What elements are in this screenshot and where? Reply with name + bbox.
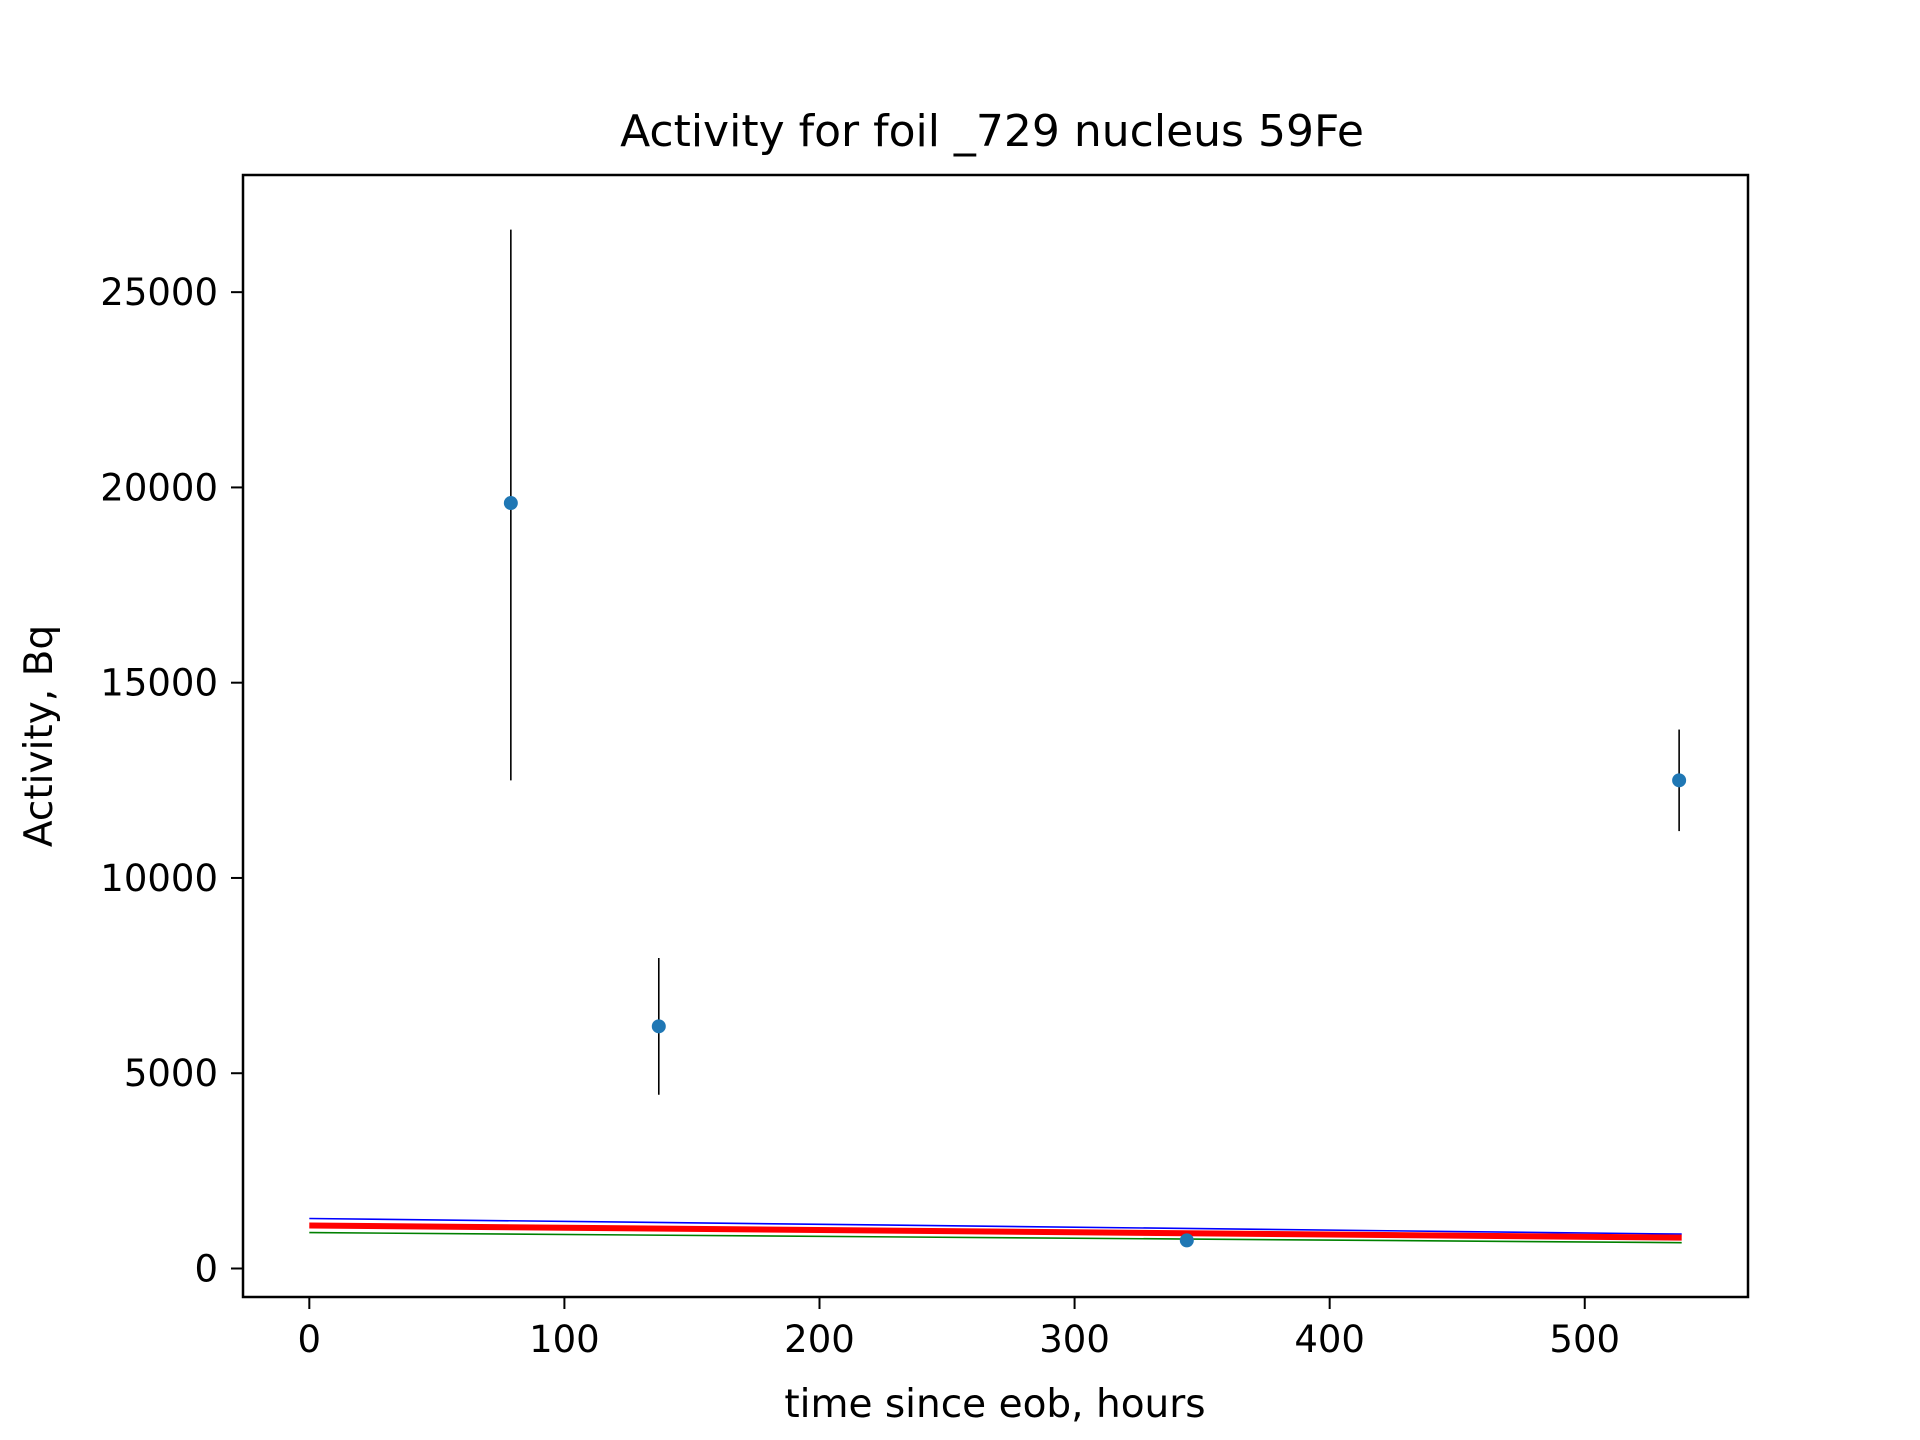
x-tick-label: 500 (1549, 1318, 1620, 1361)
y-tick-label: 15000 (100, 662, 218, 705)
x-axis-label: time since eob, hours (784, 1382, 1205, 1427)
y-axis: 0 5000 10000 15000 20000 25000 (100, 271, 243, 1290)
data-point-4 (1672, 773, 1687, 788)
y-tick-label: 0 (194, 1247, 218, 1290)
x-axis: 0 100 200 300 400 500 (298, 1297, 1620, 1361)
y-tick-label: 20000 (100, 466, 218, 509)
data-point-2 (651, 1019, 666, 1034)
chart-title: Activity for foil _729 nucleus 59Fe (620, 106, 1364, 157)
x-tick-label: 100 (529, 1318, 600, 1361)
plot-area (309, 229, 1687, 1248)
fit-line-1 (309, 1217, 1682, 1235)
data-point-3 (1179, 1233, 1194, 1248)
x-tick-label: 0 (298, 1318, 322, 1361)
x-tick-label: 400 (1294, 1318, 1365, 1361)
x-tick-label: 200 (784, 1318, 855, 1361)
fit-line-2 (309, 1222, 1682, 1241)
data-point-1 (503, 496, 518, 511)
plot-frame (241, 173, 1750, 1299)
y-tick-label: 25000 (100, 271, 218, 314)
y-axis-label: Activity, Bq (17, 625, 62, 847)
x-tick-label: 300 (1039, 1318, 1110, 1361)
fit-line-3 (309, 1231, 1682, 1244)
y-tick-label: 5000 (124, 1052, 218, 1095)
y-tick-label: 10000 (100, 857, 218, 900)
